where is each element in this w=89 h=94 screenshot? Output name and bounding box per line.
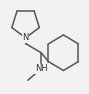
Text: N: N (22, 33, 29, 42)
Text: NH: NH (35, 64, 48, 73)
